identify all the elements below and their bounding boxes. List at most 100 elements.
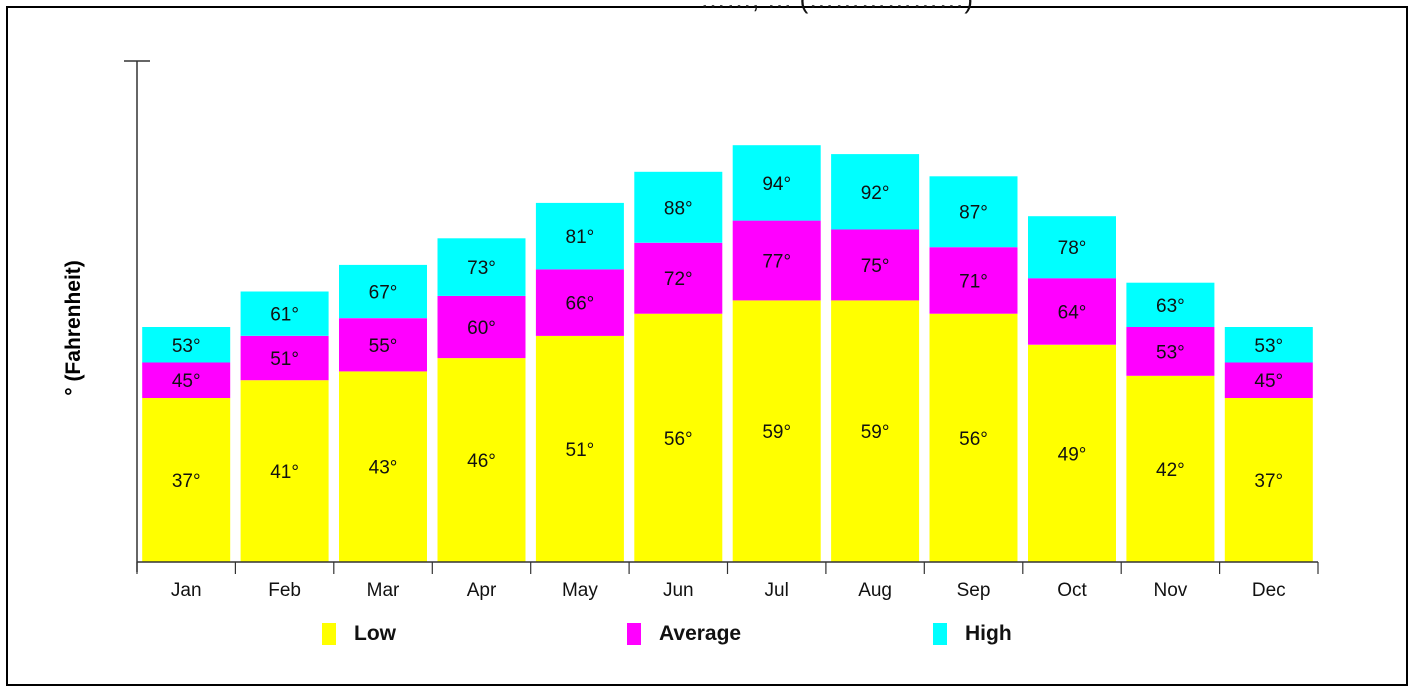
- bar-high-jul: [732, 145, 821, 221]
- value-label-low-aug: 59°: [861, 422, 890, 443]
- legend-item-average: Average: [627, 622, 741, 646]
- bar-average-aug: [831, 229, 920, 301]
- value-label-high-sep: 87°: [959, 203, 988, 224]
- value-label-average-apr: 60°: [467, 318, 496, 339]
- legend-label-low: Low: [354, 622, 396, 645]
- bar-low-jan: [142, 398, 231, 562]
- x-tick-label-apr: Apr: [467, 580, 497, 601]
- bars-layer: [142, 145, 1313, 562]
- bar-low-aug: [831, 300, 920, 562]
- value-label-high-may: 81°: [566, 227, 595, 248]
- value-label-high-mar: 67°: [369, 283, 398, 304]
- value-label-high-jul: 94°: [762, 174, 791, 195]
- bar-average-sep: [929, 247, 1018, 314]
- x-tick-label-oct: Oct: [1057, 580, 1087, 601]
- bar-high-oct: [1028, 216, 1116, 279]
- value-label-average-nov: 53°: [1156, 342, 1185, 363]
- value-label-average-oct: 64°: [1058, 303, 1087, 324]
- value-label-low-jun: 56°: [664, 429, 693, 450]
- bar-high-jun: [634, 171, 723, 243]
- x-tick-label-sep: Sep: [957, 580, 991, 601]
- value-label-high-dec: 53°: [1254, 336, 1283, 357]
- bar-low-may: [535, 335, 624, 562]
- bar-average-mar: [339, 318, 427, 372]
- value-label-average-jun: 72°: [664, 269, 693, 290]
- axes-layer: [124, 60, 1319, 574]
- value-label-low-may: 51°: [566, 440, 595, 461]
- value-label-average-feb: 51°: [270, 349, 299, 370]
- bar-high-sep: [929, 176, 1018, 248]
- value-label-average-mar: 55°: [369, 336, 398, 357]
- bar-average-nov: [1126, 327, 1215, 376]
- bar-average-oct: [1028, 278, 1116, 345]
- legend: Low Average High: [0, 622, 1421, 654]
- bar-low-jul: [732, 300, 821, 562]
- value-label-low-jan: 37°: [172, 471, 201, 492]
- bar-average-apr: [437, 296, 526, 359]
- bar-high-jan: [142, 327, 231, 363]
- bar-average-may: [535, 269, 624, 336]
- x-tick-label-dec: Dec: [1252, 580, 1286, 601]
- bar-low-mar: [339, 371, 427, 562]
- value-label-low-nov: 42°: [1156, 460, 1185, 481]
- bar-high-aug: [831, 154, 920, 230]
- bar-high-feb: [240, 291, 329, 336]
- bar-high-nov: [1126, 282, 1215, 327]
- x-tick-label-nov: Nov: [1154, 580, 1188, 601]
- bar-average-jul: [732, 220, 821, 301]
- bar-average-dec: [1224, 362, 1313, 398]
- bar-average-jan: [142, 362, 231, 398]
- value-label-high-feb: 61°: [270, 305, 299, 326]
- legend-swatch-high: [933, 623, 947, 645]
- x-tick-label-mar: Mar: [367, 580, 400, 601]
- bar-low-feb: [240, 380, 329, 562]
- value-label-low-oct: 49°: [1058, 444, 1087, 465]
- bar-average-jun: [634, 242, 723, 314]
- x-tick-labels-layer: Jan Feb Mar Apr May Jun Jul Aug Sep Oct Nov Dec: [171, 580, 1286, 601]
- value-label-high-nov: 63°: [1156, 296, 1185, 317]
- legend-swatch-low: [322, 623, 336, 645]
- legend-swatch-average: [627, 623, 641, 645]
- legend-item-high: High: [933, 622, 1012, 646]
- x-tick-label-jul: Jul: [765, 580, 789, 601]
- bar-high-dec: [1224, 327, 1313, 363]
- chart-title-fragment: ……, … (………………): [700, 0, 973, 15]
- value-label-high-apr: 73°: [467, 258, 496, 279]
- value-label-low-dec: 37°: [1254, 471, 1283, 492]
- value-label-average-aug: 75°: [861, 256, 890, 277]
- value-label-low-sep: 56°: [959, 429, 988, 450]
- value-label-average-dec: 45°: [1254, 371, 1283, 392]
- value-label-high-jan: 53°: [172, 336, 201, 357]
- value-label-high-oct: 78°: [1058, 238, 1087, 259]
- value-label-average-sep: 71°: [959, 272, 988, 293]
- legend-label-high: High: [965, 622, 1012, 645]
- value-label-high-aug: 92°: [861, 183, 890, 204]
- bar-high-apr: [437, 238, 526, 296]
- value-label-low-feb: 41°: [270, 462, 299, 483]
- bar-low-jun: [634, 313, 723, 562]
- bar-low-dec: [1224, 398, 1313, 562]
- x-tick-label-aug: Aug: [858, 580, 892, 601]
- value-label-average-may: 66°: [566, 294, 595, 315]
- value-label-high-jun: 88°: [664, 198, 693, 219]
- value-label-average-jul: 77°: [762, 252, 791, 273]
- x-tick-label-may: May: [562, 580, 598, 601]
- x-tick-label-jun: Jun: [663, 580, 694, 601]
- bar-average-feb: [240, 335, 329, 381]
- x-tick-label-jan: Jan: [171, 580, 202, 601]
- bar-high-may: [535, 202, 624, 270]
- value-label-low-jul: 59°: [762, 422, 791, 443]
- value-label-low-apr: 46°: [467, 451, 496, 472]
- y-axis-label: ° (Fahrenheit): [62, 260, 85, 396]
- value-label-low-mar: 43°: [369, 458, 398, 479]
- bar-high-mar: [339, 264, 427, 319]
- bar-low-apr: [437, 358, 526, 562]
- bar-low-sep: [929, 313, 1018, 562]
- legend-item-low: Low: [322, 622, 396, 646]
- x-tick-label-feb: Feb: [268, 580, 301, 601]
- value-label-average-jan: 45°: [172, 371, 201, 392]
- legend-label-average: Average: [659, 622, 742, 645]
- value-labels-layer: 37° 45° 53° 41° 51° 61° 43° 55° 67° 46° 60° 73° 51° 6…: [172, 174, 1283, 492]
- bar-low-nov: [1126, 375, 1215, 562]
